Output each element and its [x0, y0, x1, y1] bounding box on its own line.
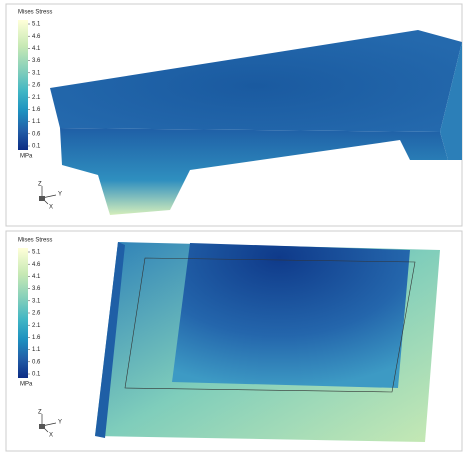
colorbar-label: 2.1	[32, 95, 41, 101]
colorbar-label: 2.1	[32, 323, 41, 329]
triad-label: Y	[58, 192, 62, 198]
panel-1	[6, 4, 462, 226]
legend-title: Mises Stress	[18, 238, 52, 244]
legend-title: Mises Stress	[18, 10, 52, 16]
colorbar-label: 5.1	[32, 250, 41, 256]
colorbar-label: 4.1	[32, 274, 41, 280]
colorbar-label: 3.6	[32, 286, 41, 292]
colorbar-label: 5.1	[32, 22, 41, 28]
colorbar-label: 0.6	[32, 131, 41, 137]
triad-label: Z	[38, 410, 42, 416]
colorbar-label: 3.1	[32, 70, 41, 76]
triad-box	[39, 424, 45, 429]
triad-label: Y	[58, 420, 62, 426]
model-pocket	[172, 243, 410, 388]
triad-label: Z	[38, 182, 42, 188]
colorbar-label: 0.6	[32, 359, 41, 365]
panel-2	[6, 231, 462, 451]
colorbar-label: 1.1	[32, 119, 41, 125]
colorbar-label: 1.1	[32, 347, 41, 353]
triad-label: X	[49, 433, 53, 439]
colorbar-label: 4.1	[32, 46, 41, 52]
figure: Mises Stress 5.1 4.6 4.1 3.6 3.1 2.6 2.1 1.6 1.1 0…	[0, 0, 467, 455]
model-top	[50, 30, 462, 132]
colorbar-label: 3.1	[32, 298, 41, 304]
colorbar-label: 3.6	[32, 58, 41, 64]
colorbar-label: 1.6	[32, 107, 41, 113]
triad-label: X	[49, 205, 53, 211]
colorbar-label: 1.6	[32, 335, 41, 341]
triad-box	[39, 196, 45, 201]
colorbar-label: 2.6	[32, 311, 41, 317]
colorbar	[18, 20, 28, 150]
colorbar-label: 4.6	[32, 34, 41, 40]
colorbar-label: 0.1	[32, 144, 41, 150]
colorbar-label: 4.6	[32, 262, 41, 268]
model-side	[60, 128, 448, 215]
legend-unit: MPa	[20, 154, 33, 160]
legend-unit: MPa	[20, 382, 33, 388]
colorbar-label: 0.1	[32, 372, 41, 378]
colorbar	[18, 248, 28, 378]
colorbar-label: 2.6	[32, 83, 41, 89]
